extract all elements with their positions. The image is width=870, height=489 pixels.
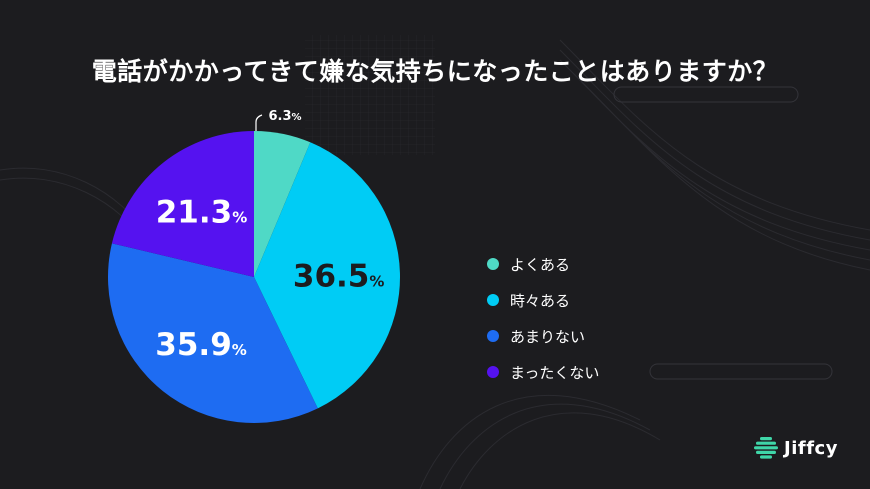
- slice-leader-line-0: [255, 114, 263, 131]
- brand-name: Jiffcy: [784, 437, 838, 459]
- pie-slice-2: [108, 243, 318, 423]
- legend-label-0: よくある: [510, 255, 571, 274]
- jiffcy-logo-icon: [754, 437, 778, 459]
- legend-swatch-0: [487, 258, 499, 270]
- legend-item-1: 時々ある: [487, 282, 599, 318]
- legend-swatch-1: [487, 294, 499, 306]
- legend-swatch-3: [487, 366, 499, 378]
- legend-label-3: まったくない: [510, 363, 600, 382]
- legend-swatch-2: [487, 330, 499, 342]
- legend-label-1: 時々ある: [510, 291, 571, 310]
- legend-item-0: よくある: [487, 246, 599, 282]
- brand-logo: Jiffcy: [754, 437, 838, 459]
- legend-item-2: あまりない: [487, 318, 599, 354]
- legend-item-3: まったくない: [487, 354, 599, 390]
- chart-title: 電話がかかってきて嫌な気持ちになったことはありますか？: [91, 57, 779, 86]
- slice-label-0: 6.3%: [268, 109, 301, 124]
- pie-slice-0: [254, 131, 311, 277]
- slice-label-1: 36.5%: [293, 259, 385, 295]
- legend-label-2: あまりない: [510, 327, 586, 346]
- slice-label-2: 35.9%: [155, 327, 247, 363]
- pie-slice-3: [111, 130, 255, 277]
- pie-slice-1: [254, 142, 400, 409]
- slice-label-3: 21.3%: [156, 195, 248, 231]
- chart-legend: よくある時々あるあまりないまったくない: [487, 246, 599, 390]
